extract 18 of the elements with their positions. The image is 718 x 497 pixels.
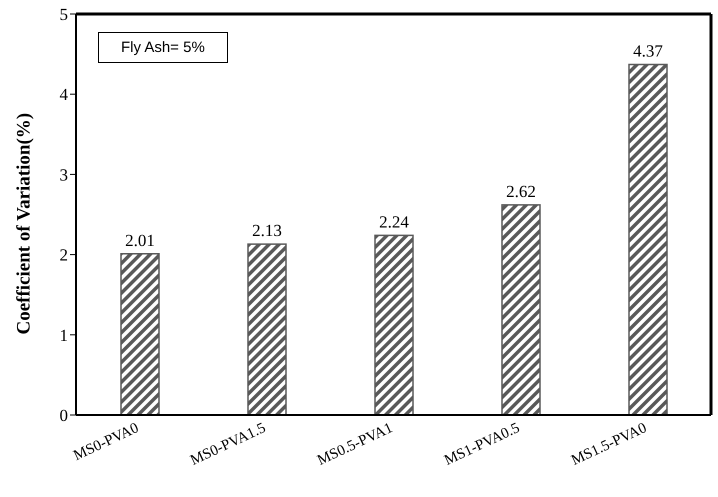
y-axis-title: Coefficient of Variation(%) <box>14 112 35 334</box>
bar <box>247 243 287 415</box>
data-label: 2.13 <box>252 221 282 240</box>
bar <box>628 64 668 415</box>
data-label: 2.62 <box>506 182 536 201</box>
bar <box>120 253 160 415</box>
data-label: 2.24 <box>379 212 410 232</box>
y-tick-label: 3 <box>60 165 68 184</box>
y-tick-label: 2 <box>60 246 68 265</box>
y-tick-label: 4 <box>60 85 68 104</box>
annotation: Fly Ash= 5% <box>98 32 228 63</box>
data-label: 2.01 <box>125 230 155 250</box>
y-tick-label: 5 <box>60 5 68 24</box>
bar <box>374 234 414 415</box>
bar <box>501 204 541 415</box>
data-label: 4.37 <box>633 42 664 61</box>
y-tick-label: 1 <box>60 326 68 345</box>
y-tick-label: 0 <box>60 406 68 426</box>
